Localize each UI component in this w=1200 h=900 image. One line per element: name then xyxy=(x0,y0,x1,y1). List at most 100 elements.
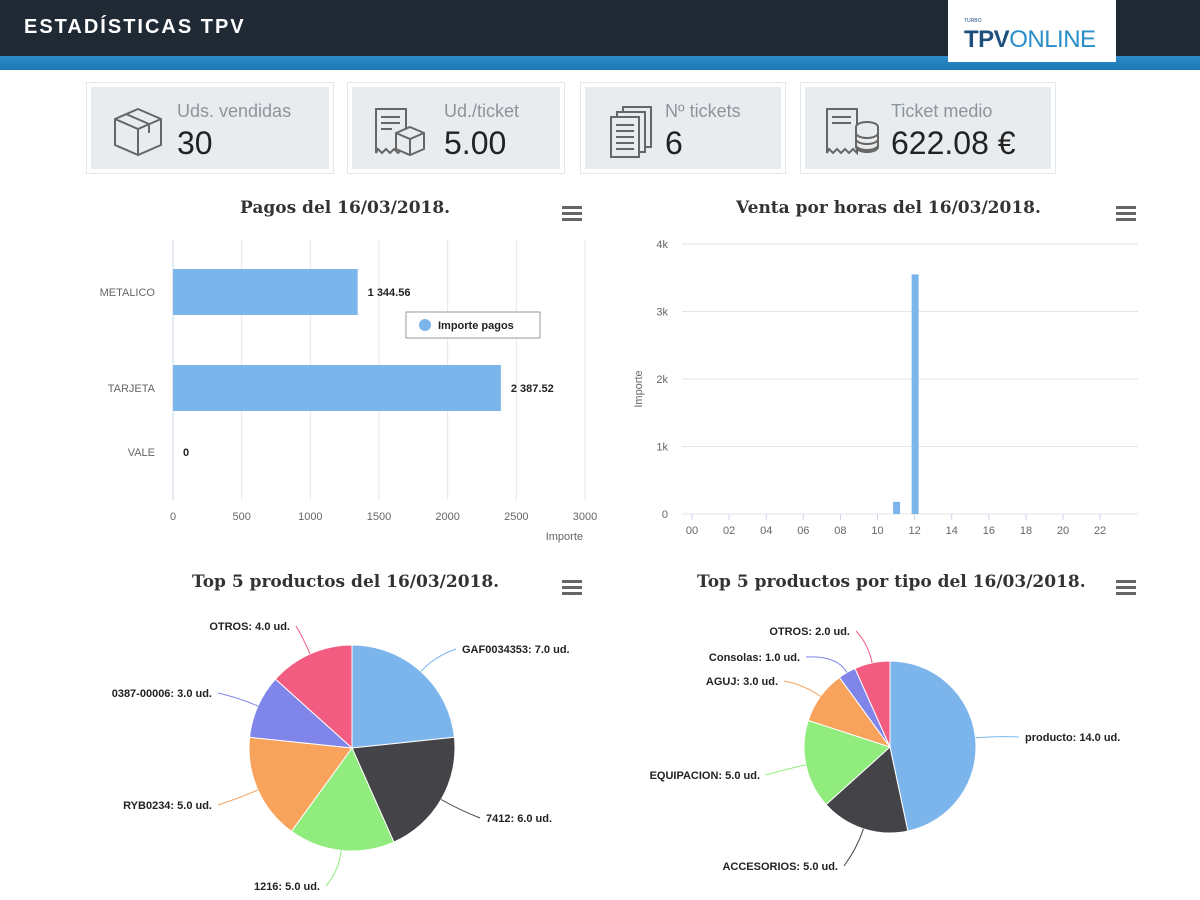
y-axis-title: Importe xyxy=(633,370,645,407)
brand-logo[interactable]: TURBO TPVONLINE xyxy=(948,0,1116,62)
kpi-label: Ud./ticket xyxy=(444,101,520,121)
pie-data-label: EQUIPACION: 5.0 ud. xyxy=(650,770,760,782)
pie-connector xyxy=(975,736,1020,739)
x-tick-label: 0 xyxy=(170,511,176,523)
x-tick-label: 20 xyxy=(1057,525,1069,537)
header-stripe xyxy=(0,56,1200,70)
pie-slice xyxy=(290,747,395,852)
pie-connector xyxy=(855,630,873,663)
y-category-label: VALE xyxy=(128,447,155,459)
pie-connector xyxy=(765,764,806,776)
pie-data-label: 1216: 5.0 ud. xyxy=(254,881,320,893)
top-products-pie-chart: GAF0034353: 7.0 ud. 7412: 6.0 ud. 1216: 5.… xyxy=(112,621,570,893)
chart-menu-icon[interactable] xyxy=(1116,206,1136,222)
hourly-chart-title: Venta por horas del 16/03/2018. xyxy=(736,198,1041,218)
y-category-label: METALICO xyxy=(100,287,156,299)
box-icon xyxy=(114,107,162,157)
x-tick-label: 500 xyxy=(232,511,250,523)
bar-data-label: 1 344.56 xyxy=(368,287,411,299)
receipt-coins-icon xyxy=(826,108,879,156)
pie-data-label: 0387-00006: 3.0 ud. xyxy=(112,688,212,700)
x-tick-label: 2000 xyxy=(435,511,459,523)
x-tick-label: 3000 xyxy=(573,511,597,523)
pie-slice xyxy=(351,644,455,749)
payments-chart-title: Pagos del 16/03/2018. xyxy=(240,198,451,218)
x-tick-label: 06 xyxy=(797,525,809,537)
bar-data-label: 2 387.52 xyxy=(511,383,554,395)
pie-connector xyxy=(805,656,848,673)
y-tick-label: 0 xyxy=(662,509,668,521)
y-tick-label: 3k xyxy=(656,307,668,319)
tickets-stack-icon xyxy=(610,106,652,158)
hourly-sales-chart: 0 1k 2k 3k 4k 00 02 04 06 08 10 12 14 16 18 20 22 Importe xyxy=(633,239,1138,537)
pie-data-label: producto: 14.0 ud. xyxy=(1025,732,1120,744)
kpi-average-ticket: Ticket medio 622.08 € xyxy=(800,82,1056,174)
pie-connector xyxy=(217,692,259,707)
payments-bar-chart: 0 500 1000 1500 2000 2500 3000 METALICO 1 344.56… xyxy=(100,240,597,543)
x-tick-label: 1500 xyxy=(367,511,391,523)
logo-wordmark: TPVONLINE xyxy=(964,26,1096,53)
y-tick-label: 2k xyxy=(656,374,668,386)
logo-tagline: TURBO xyxy=(964,18,982,24)
kpi-ticket-count: Nº tickets 6 xyxy=(580,82,786,174)
chart-menu-icon[interactable] xyxy=(562,580,582,596)
kpi-label: Nº tickets xyxy=(665,101,741,121)
page-title: ESTADÍSTICAS TPV xyxy=(24,16,246,38)
x-tick-label: 1000 xyxy=(298,511,322,523)
pie-connector xyxy=(325,850,342,887)
pie-connector xyxy=(843,828,864,867)
x-tick-label: 22 xyxy=(1094,525,1106,537)
x-tick-label: 14 xyxy=(946,525,958,537)
pie-data-label: GAF0034353: 7.0 ud. xyxy=(462,644,570,656)
receipt-box-icon xyxy=(375,108,425,157)
bar xyxy=(173,269,358,315)
pie-slice xyxy=(248,736,353,833)
x-tick-label: 18 xyxy=(1020,525,1032,537)
pie-data-label: Consolas: 1.0 ud. xyxy=(709,652,800,664)
pie-slice xyxy=(274,644,353,750)
kpi-value: 30 xyxy=(177,125,213,161)
kpi-value: 622.08 € xyxy=(891,125,1016,161)
pie-slice xyxy=(889,660,977,832)
x-tick-label: 10 xyxy=(871,525,883,537)
y-tick-label: 4k xyxy=(656,239,668,251)
pie-data-label: OTROS: 2.0 ud. xyxy=(769,626,850,638)
pie-connector xyxy=(420,648,457,672)
kpi-value: 6 xyxy=(665,125,683,161)
x-tick-label: 12 xyxy=(909,525,921,537)
top-types-chart-title: Top 5 productos por tipo del 16/03/2018. xyxy=(697,572,1086,592)
legend-label: Importe pagos xyxy=(438,320,514,332)
chart-menu-icon[interactable] xyxy=(562,206,582,222)
legend-marker xyxy=(419,319,431,331)
pie-data-label: RYB0234: 5.0 ud. xyxy=(123,800,212,812)
pie-data-label: ACCESORIOS: 5.0 ud. xyxy=(722,861,838,873)
pie-data-label: AGUJ: 3.0 ud. xyxy=(706,676,778,688)
pie-connector xyxy=(295,625,311,655)
pie-connector xyxy=(783,680,821,697)
pie-slice xyxy=(825,746,909,834)
pie-slice xyxy=(803,719,891,806)
kpi-label: Ticket medio xyxy=(891,101,993,121)
x-tick-label: 04 xyxy=(760,525,772,537)
x-tick-label: 08 xyxy=(834,525,846,537)
y-tick-label: 1k xyxy=(656,442,668,454)
top-types-pie-chart: producto: 14.0 ud. ACCESORIOS: 5.0 ud. EQU… xyxy=(650,626,1121,873)
bar xyxy=(173,365,501,411)
pie-slice xyxy=(854,660,891,748)
kpi-label: Uds. vendidas xyxy=(177,101,292,121)
bar xyxy=(893,501,901,514)
kpi-units-sold: Uds. vendidas 30 xyxy=(86,82,334,174)
x-axis-title: Importe xyxy=(546,531,583,543)
chart-menu-icon[interactable] xyxy=(1116,580,1136,596)
x-tick-label: 00 xyxy=(686,525,698,537)
x-tick-label: 02 xyxy=(723,525,735,537)
pie-connector xyxy=(217,789,259,806)
x-tick-label: 2500 xyxy=(504,511,528,523)
kpi-value: 5.00 xyxy=(444,125,507,161)
bar xyxy=(911,274,919,514)
top-products-chart-title: Top 5 productos del 16/03/2018. xyxy=(192,572,500,592)
y-category-label: TARJETA xyxy=(108,383,156,395)
kpi-units-per-ticket: Ud./ticket 5.00 xyxy=(347,82,565,174)
chart-legend: Importe pagos xyxy=(405,311,541,339)
pie-data-label: OTROS: 4.0 ud. xyxy=(209,621,290,633)
